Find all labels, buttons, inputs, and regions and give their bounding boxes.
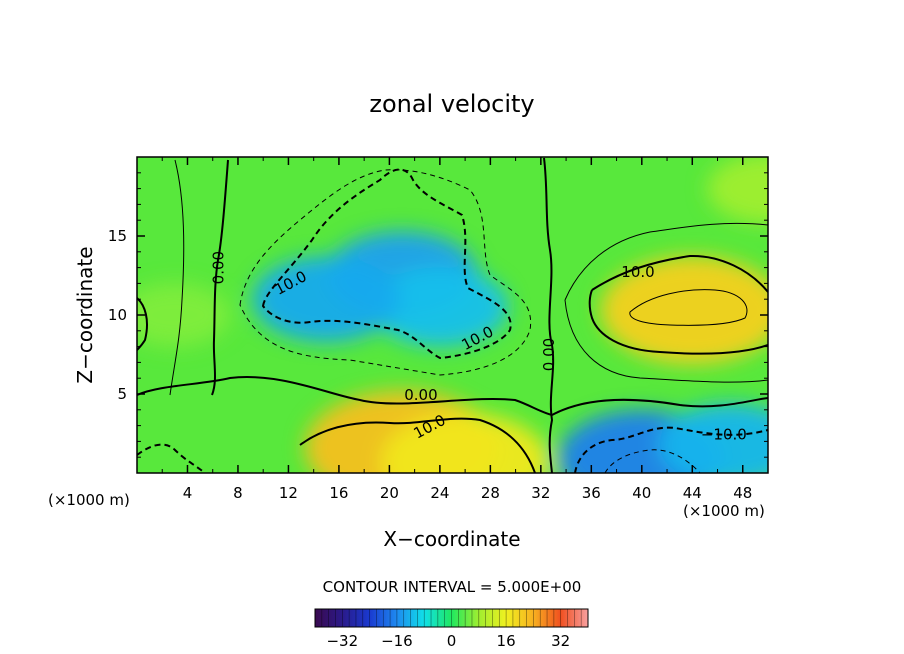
contour-label: 0.00 xyxy=(540,338,558,371)
contour-neg10-upper xyxy=(261,168,512,360)
colorbar-tick-label: 16 xyxy=(497,632,516,650)
y-tick-label: 5 xyxy=(117,385,127,403)
field-region xyxy=(380,412,550,473)
x-tick-label: 20 xyxy=(380,484,399,502)
contour-neg15-bottomright xyxy=(604,449,701,473)
contour-pos10-right xyxy=(588,254,768,355)
y-tick-label: 10 xyxy=(108,306,127,324)
colorbar-tick-label: −16 xyxy=(381,632,413,650)
contour-zero-left xyxy=(211,159,229,396)
y-axis-label: Z−coordinate xyxy=(73,246,97,383)
contour-pos5-right xyxy=(564,222,768,383)
x-tick-label: 28 xyxy=(481,484,500,502)
contour-interval-label: CONTOUR INTERVAL = 5.000E+00 xyxy=(323,578,582,596)
x-axis-label: X−coordinate xyxy=(383,527,520,551)
contour-pos10-bottom xyxy=(299,417,536,473)
colorbar-tick-label: 0 xyxy=(447,632,457,650)
field-region xyxy=(658,403,768,473)
x-unit-right: (×1000 m) xyxy=(683,502,765,520)
contour-label: 10.0 xyxy=(621,263,654,281)
field-region xyxy=(137,283,231,347)
colorbar-tick-label: 32 xyxy=(551,632,570,650)
field-region xyxy=(707,157,768,224)
x-tick-label: 36 xyxy=(582,484,601,502)
contour-zero-low xyxy=(137,376,768,417)
contour-left-edge xyxy=(137,297,148,351)
contour-zero-mid xyxy=(543,157,555,473)
contour-left-thin xyxy=(169,159,185,396)
x-tick-label: 32 xyxy=(531,484,550,502)
x-tick-label: 12 xyxy=(279,484,298,502)
contour-neg-bottomleft xyxy=(137,443,206,473)
contour-neg10-bottomright xyxy=(574,426,768,473)
field-region xyxy=(371,267,509,347)
contour-label: 0.00 xyxy=(210,251,228,284)
chart-title: zonal velocity xyxy=(369,90,534,118)
y-tick-label: 15 xyxy=(108,227,127,245)
x-tick-label: 40 xyxy=(632,484,651,502)
contour-lines xyxy=(137,157,768,473)
x-tick-label: 4 xyxy=(183,484,193,502)
contour-neg5-upper xyxy=(239,169,532,376)
x-axis-ticks: 4 8 12 16 20 24 28 32 36 40 44 48 xyxy=(161,157,752,502)
contour-pos15-right xyxy=(629,289,748,326)
colorbar-tick-labels: −32 −16 0 16 32 xyxy=(326,632,570,650)
y-axis-ticks: 5 10 15 xyxy=(108,172,768,458)
colorbar-tick-label: −32 xyxy=(326,632,358,650)
x-unit-left: (×1000 m) xyxy=(48,491,130,509)
x-tick-label: 44 xyxy=(683,484,702,502)
field-region xyxy=(252,256,401,343)
x-tick-label: 16 xyxy=(329,484,348,502)
contour-label: 0.00 xyxy=(404,386,437,404)
field-region xyxy=(600,256,768,365)
x-tick-label: 24 xyxy=(430,484,449,502)
colorbar-divisions xyxy=(321,609,582,627)
contour-label: −10.0 xyxy=(701,426,747,444)
field-regions xyxy=(137,157,768,473)
x-tick-label: 48 xyxy=(733,484,752,502)
x-tick-label: 8 xyxy=(233,484,243,502)
